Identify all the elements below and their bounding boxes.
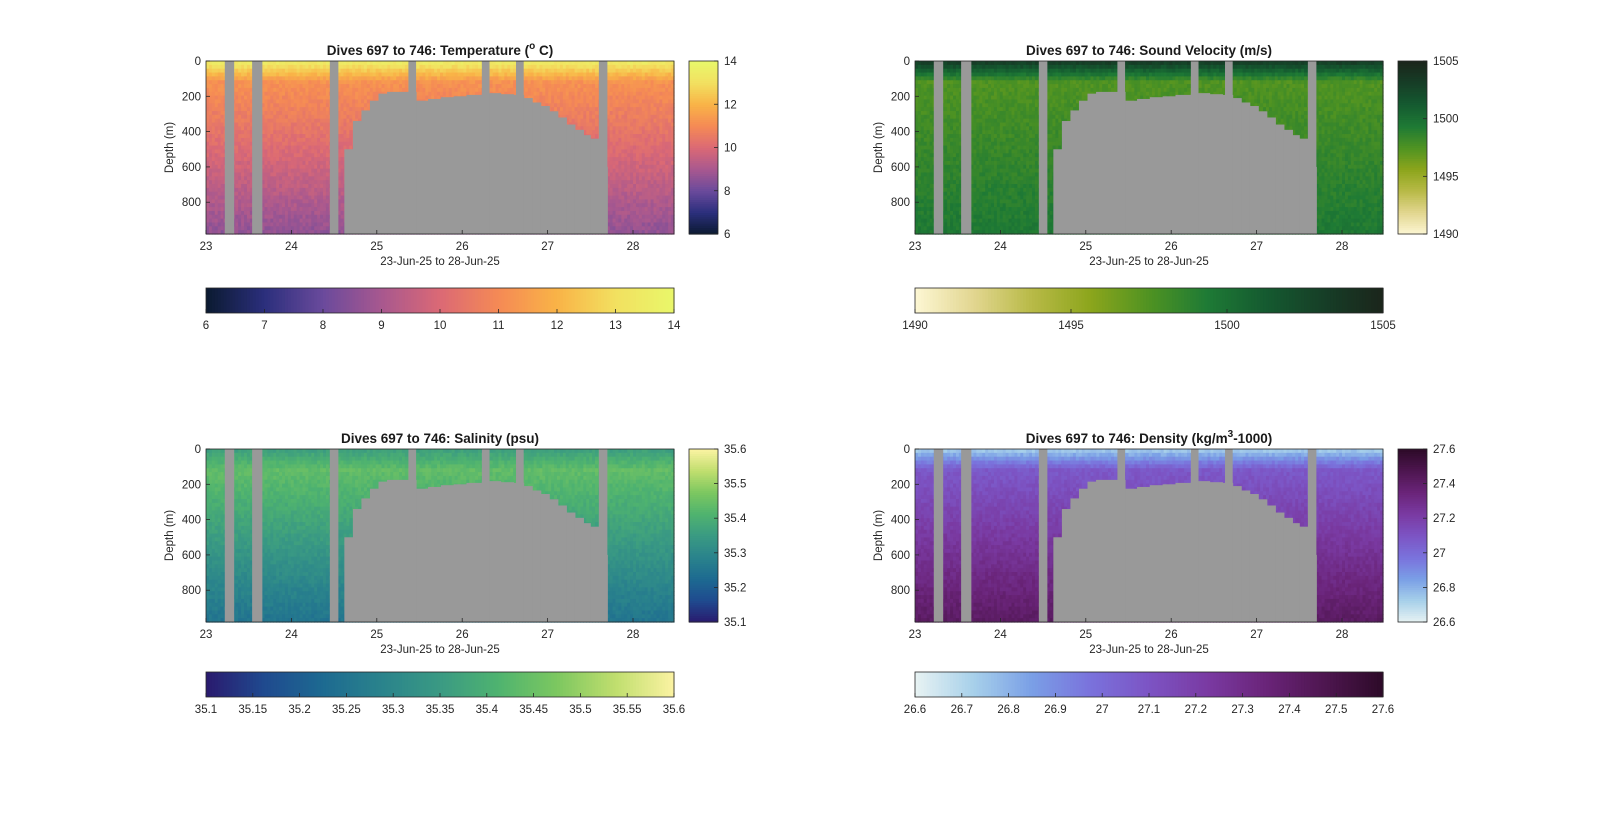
panel-temperature: Dives 697 to 746: Temperature (o C)23 24 2…	[164, 41, 737, 332]
